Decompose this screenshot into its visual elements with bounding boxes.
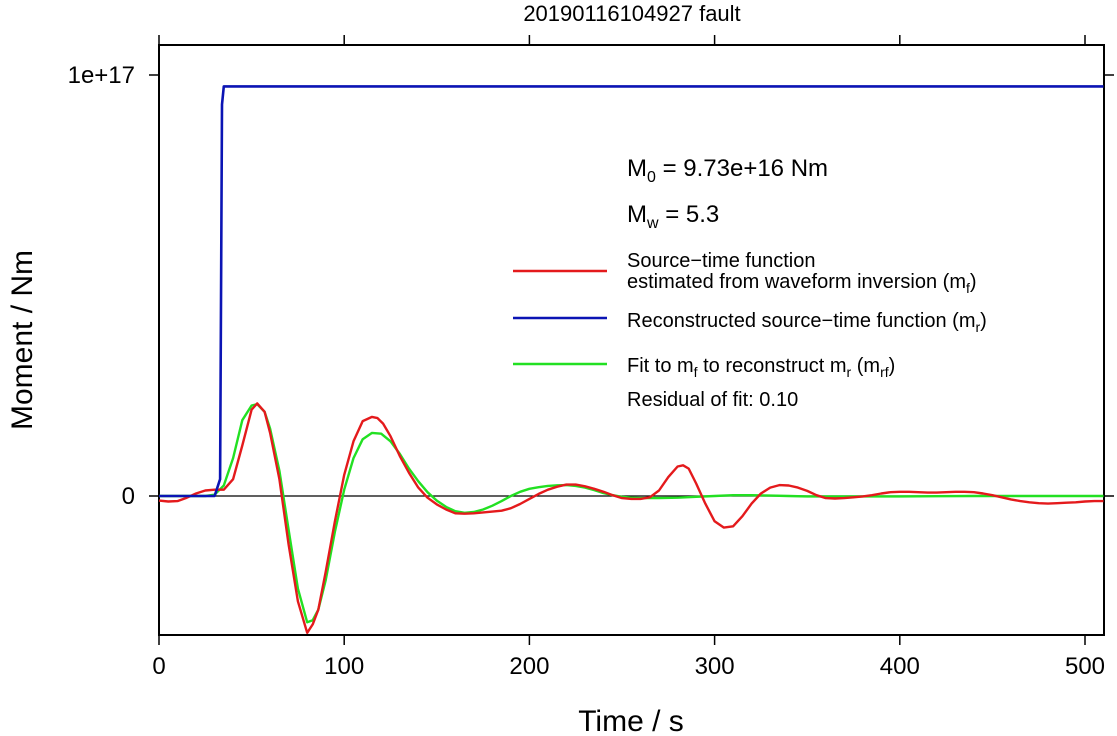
series-line-red [158, 402, 1104, 634]
chart-title: 20190116104927 fault [523, 1, 740, 26]
x-tick-label: 200 [509, 653, 549, 680]
series-line-blue [159, 85, 1104, 498]
plot-frame [158, 44, 1105, 636]
x-axis-label: Time / s [578, 705, 684, 736]
legend: Source−time function estimated from wave… [513, 250, 987, 411]
x-tick-label: 500 [1065, 653, 1105, 680]
x-tick-label: 0 [152, 653, 165, 680]
mw-subscript: w [646, 215, 659, 232]
x-tick-label: 300 [695, 653, 735, 680]
x-tick-label: 400 [880, 653, 920, 680]
residual-annotation: Residual of fit: 0.10 [627, 389, 798, 411]
mw-annotation: Mw = 5.3 [627, 201, 719, 232]
legend-label-red-line2: estimated from waveform inversion (mf) [627, 271, 977, 296]
y-axis-label: Moment / Nm [6, 250, 39, 430]
x-tick-label: 100 [324, 653, 364, 680]
y-axis-ticks: 0 1e+17 [68, 62, 1114, 510]
m0-annotation: M0 = 9.73e+16 Nm [627, 155, 828, 186]
legend-label-blue: Reconstructed source−time function (mr) [627, 310, 987, 335]
y-tick-label: 0 [122, 483, 135, 510]
m0-subscript: 0 [647, 169, 656, 186]
series-layer [158, 85, 1104, 634]
legend-label-red-line1: Source−time function [627, 250, 815, 272]
series-line-green [159, 403, 1104, 624]
y-tick-label: 1e+17 [68, 62, 135, 89]
legend-label-green: Fit to mf to reconstruct mr (mrf) [627, 355, 895, 380]
x-axis-ticks: 0 100 200 300 400 500 [152, 35, 1105, 680]
